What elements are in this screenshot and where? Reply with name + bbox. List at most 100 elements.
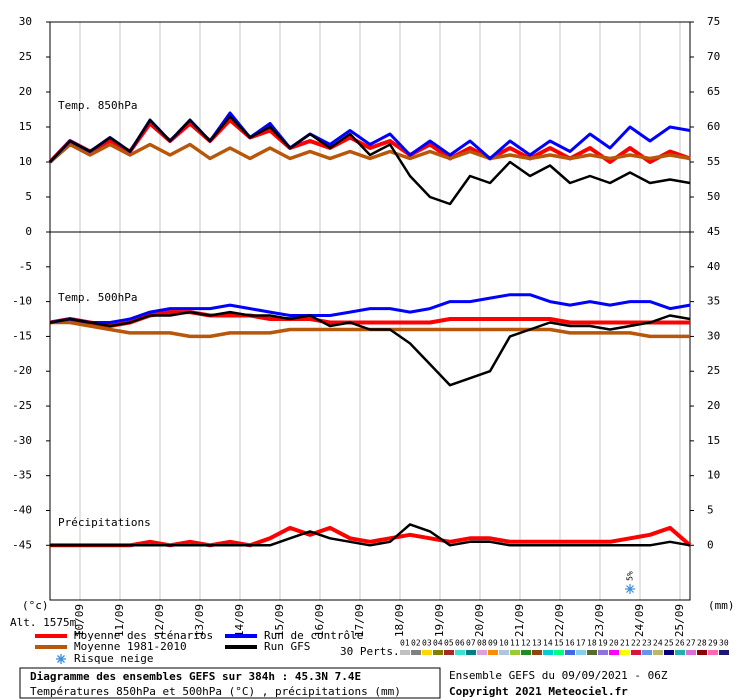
pert-swatch	[697, 650, 707, 655]
y2-tick-label: 65	[707, 85, 720, 98]
footer-copyright: Copyright 2021 Meteociel.fr	[449, 685, 628, 698]
pert-swatch	[609, 650, 619, 655]
x-tick-label: 11/09	[113, 604, 126, 637]
x-tick-label: 14/09	[233, 604, 246, 637]
x-tick-label: 19/09	[433, 604, 446, 637]
pert-label: 29	[708, 639, 718, 648]
x-tick-label: 17/09	[353, 604, 366, 637]
footer-subtitle: Températures 850hPa et 500hPa (°C) , pré…	[30, 685, 401, 698]
pert-swatch	[686, 650, 696, 655]
y-tick-label: -15	[12, 329, 32, 342]
pert-label: 23	[642, 639, 652, 648]
y2-tick-label: 75	[707, 15, 720, 28]
pert-label: 24	[653, 639, 663, 648]
series-line	[48, 142, 691, 164]
y-tick-label: 10	[19, 155, 32, 168]
pert-swatch	[466, 650, 476, 655]
pert-swatch	[719, 650, 729, 655]
pert-label: 22	[631, 639, 641, 648]
pert-swatch	[598, 650, 608, 655]
y2-tick-label: 60	[707, 120, 720, 133]
x-tick-label: 23/09	[593, 604, 606, 637]
y2-tick-label: 15	[707, 434, 720, 447]
pert-label: 25	[664, 639, 674, 648]
y2-tick-label: 70	[707, 50, 720, 63]
series-line	[49, 115, 691, 206]
pert-swatch	[510, 650, 520, 655]
y-tick-label: -10	[12, 295, 32, 308]
footer-run: Ensemble GEFS du 09/09/2021 - 06Z	[449, 669, 668, 682]
y2-tick-label: 50	[707, 190, 720, 203]
y-tick-label: -25	[12, 399, 32, 412]
pert-label: 14	[543, 639, 553, 648]
panel-label: Temp. 850hPa	[58, 99, 137, 112]
y2-tick-label: 5	[707, 503, 714, 516]
y-tick-label: -45	[12, 538, 32, 551]
pert-swatch	[444, 650, 454, 655]
pert-label: 13	[532, 639, 542, 648]
x-tick-label: 16/09	[313, 604, 326, 637]
pert-swatch	[554, 650, 564, 655]
y-unit: (°c)	[22, 599, 49, 612]
y2-tick-label: 25	[707, 364, 720, 377]
pert-label: 07	[466, 639, 476, 648]
pert-label: 05	[444, 639, 454, 648]
pert-label: 18	[587, 639, 597, 648]
pert-label: 19	[598, 639, 608, 648]
snow-icon	[625, 584, 635, 594]
pert-label: 01	[400, 639, 410, 648]
pert-label: 04	[433, 639, 443, 648]
footer-box	[19, 667, 441, 699]
pert-swatch	[455, 650, 465, 655]
y-tick-label: -30	[12, 434, 32, 447]
pert-label: 10	[499, 639, 509, 648]
pert-swatch	[521, 650, 531, 655]
y-tick-label: 30	[19, 15, 32, 28]
y-tick-label: 15	[19, 120, 32, 133]
snow-legend: Risque neige	[74, 652, 153, 665]
y-tick-label: -20	[12, 364, 32, 377]
pert-label: 16	[565, 639, 575, 648]
y-tick-label: -40	[12, 503, 32, 516]
pert-label: 02	[411, 639, 421, 648]
pert-swatch	[664, 650, 674, 655]
pert-label: 17	[576, 639, 586, 648]
x-tick-label: 25/09	[673, 604, 686, 637]
pert-swatch	[422, 650, 432, 655]
x-tick-label: 20/09	[473, 604, 486, 637]
pert-swatch	[499, 650, 509, 655]
pert-label: 30	[719, 639, 729, 648]
pert-swatch	[565, 650, 575, 655]
y-tick-label: 20	[19, 85, 32, 98]
pert-swatch	[532, 650, 542, 655]
pert-swatch	[433, 650, 443, 655]
y2-unit: (mm)	[708, 599, 735, 612]
y-tick-label: 25	[19, 50, 32, 63]
series-line	[48, 118, 691, 164]
y2-tick-label: 40	[707, 260, 720, 273]
pert-swatch	[631, 650, 641, 655]
pert-swatch	[653, 650, 663, 655]
pert-swatch	[477, 650, 487, 655]
y-tick-label: -35	[12, 469, 32, 482]
pert-label: 27	[686, 639, 696, 648]
x-tick-label: 18/09	[393, 604, 406, 637]
pert-swatch	[642, 650, 652, 655]
legend-label: Run GFS	[264, 640, 310, 653]
pert-swatch	[543, 650, 553, 655]
pert-label: 11	[510, 639, 520, 648]
pert-label: 12	[521, 639, 531, 648]
pert-swatch	[620, 650, 630, 655]
altitude: Alt. 1575m	[10, 616, 77, 629]
y2-tick-label: 55	[707, 155, 720, 168]
pert-swatch	[576, 650, 586, 655]
legend-label: Moyenne 1981-2010	[74, 640, 187, 653]
pert-label: 06	[455, 639, 465, 648]
pert-swatch	[587, 650, 597, 655]
y2-tick-label: 45	[707, 225, 720, 238]
series-line	[50, 525, 692, 548]
y-tick-label: 0	[25, 225, 32, 238]
x-tick-label: 22/09	[553, 604, 566, 637]
annotation: 5%	[626, 571, 635, 581]
